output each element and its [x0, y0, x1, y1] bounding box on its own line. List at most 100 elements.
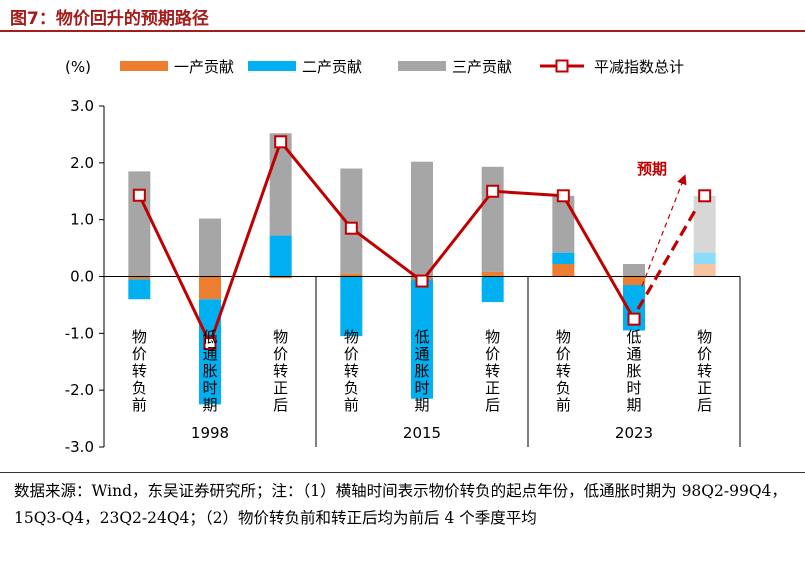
- line-point: [556, 189, 570, 203]
- y-axis-unit-label: (%): [65, 58, 91, 76]
- x-category-label: 物: [556, 328, 571, 346]
- x-category-label: 负: [556, 379, 571, 397]
- bar-3: [481, 166, 504, 272]
- x-category-label: 负: [132, 379, 147, 397]
- chart-legend: 一产贡献 二产贡献 三产贡献 平减指数总计: [120, 58, 684, 76]
- x-category-label: 通: [626, 345, 641, 363]
- line-series-path: [137, 140, 636, 346]
- x-group-label: 1998: [191, 424, 229, 442]
- line-series-projected-path: [636, 206, 699, 310]
- line-series: [132, 135, 712, 351]
- bar-2: [552, 252, 575, 264]
- x-category-label: 物: [697, 328, 712, 346]
- x-category-label: 前: [132, 396, 147, 414]
- y-tick-label: -3.0: [65, 438, 94, 456]
- bar-1: [340, 273, 363, 277]
- bar-1: [199, 276, 221, 300]
- legend-label: 平减指数总计: [594, 58, 684, 76]
- bar-3: [340, 168, 363, 274]
- line-point: [698, 189, 712, 203]
- x-category-label: 胀: [626, 362, 641, 380]
- x-category-label: 转: [344, 362, 359, 380]
- x-category-label: 正: [697, 379, 712, 397]
- x-category-label: 价: [485, 345, 500, 363]
- x-category-label: 物: [132, 328, 147, 346]
- x-category-label: 转: [697, 362, 712, 380]
- bar-3: [128, 171, 151, 277]
- x-category-label: 时: [202, 379, 217, 397]
- x-category-label: 通: [414, 345, 429, 363]
- x-category-label: 物: [273, 328, 288, 346]
- x-category-label: 低: [414, 328, 429, 346]
- x-category-label: 时: [414, 379, 429, 397]
- x-category-label: 正: [273, 379, 288, 397]
- bar-3: [411, 161, 433, 277]
- bar-3: [693, 195, 716, 253]
- x-category-label: 前: [344, 396, 359, 414]
- bar-1: [552, 263, 575, 277]
- source-note: 数据来源：Wind，东吴证券研究所；注：（1）横轴时间表示物价转负的起点年份，低…: [14, 482, 787, 527]
- line-point: [415, 274, 429, 288]
- y-tick-label: 3.0: [70, 97, 94, 115]
- x-category-label: 物: [485, 328, 500, 346]
- y-tick-label: -1.0: [65, 324, 94, 342]
- x-category-label: 期: [414, 396, 429, 414]
- bar-1: [693, 263, 716, 277]
- bar-3: [623, 263, 645, 277]
- bar-2: [269, 235, 292, 277]
- bar-1: [128, 276, 151, 280]
- legend-marker: [555, 59, 569, 73]
- y-tick-label: 1.0: [70, 211, 94, 229]
- x-category-label: 物: [344, 328, 359, 346]
- legend-swatch: [398, 61, 446, 71]
- y-tick-label: -2.0: [65, 381, 94, 399]
- x-category-label: 价: [273, 345, 288, 363]
- bar-2: [481, 276, 504, 303]
- bar-2: [693, 252, 716, 264]
- bar-3: [199, 218, 221, 277]
- x-category-label: 前: [556, 396, 571, 414]
- line-point: [203, 337, 217, 351]
- annotation-label: 预期: [637, 160, 667, 178]
- line-point: [344, 221, 358, 235]
- x-category-label: 转: [132, 362, 147, 380]
- bar-1: [481, 271, 504, 277]
- title-divider: [0, 30, 805, 32]
- x-category-label: 价: [344, 345, 359, 363]
- bar-2: [128, 279, 151, 300]
- source-divider: [0, 472, 805, 473]
- x-category-label: 后: [273, 396, 288, 414]
- annotation-arrow: [641, 174, 687, 287]
- x-category-label: 价: [556, 345, 571, 363]
- legend-label: 二产贡献: [302, 58, 362, 76]
- x-category-label: 期: [202, 396, 217, 414]
- x-category-label: 价: [132, 345, 147, 363]
- line-point: [274, 135, 288, 149]
- x-category-label: 低: [626, 328, 641, 346]
- x-category-label: 正: [485, 379, 500, 397]
- x-category-label: 胀: [202, 362, 217, 380]
- legend-swatch: [120, 61, 168, 71]
- x-category-label: 期: [626, 396, 641, 414]
- bar-2: [411, 279, 433, 399]
- legend-label: 三产贡献: [452, 58, 512, 76]
- x-category-label: 转: [556, 362, 571, 380]
- bar-2: [340, 276, 363, 337]
- annotation-group: 预期: [637, 160, 687, 287]
- figure-title: 图7：物价回升的预期路径: [10, 9, 209, 29]
- x-category-label: 胀: [414, 362, 429, 380]
- line-point: [132, 188, 146, 202]
- bar-1: [623, 276, 645, 286]
- y-axis: 3.0 2.0 1.0 0.0 -1.0 -2.0 -3.0: [65, 97, 105, 456]
- x-category-label: 时: [626, 379, 641, 397]
- y-tick-label: 2.0: [70, 154, 94, 172]
- bar-1: [269, 276, 292, 279]
- bar-3: [269, 133, 292, 236]
- x-category-label: 后: [485, 396, 500, 414]
- x-category-label: 转: [273, 362, 288, 380]
- bar-3: [552, 195, 575, 253]
- x-category-label: 负: [344, 379, 359, 397]
- line-point: [627, 312, 641, 326]
- x-group-label: 2023: [615, 424, 653, 442]
